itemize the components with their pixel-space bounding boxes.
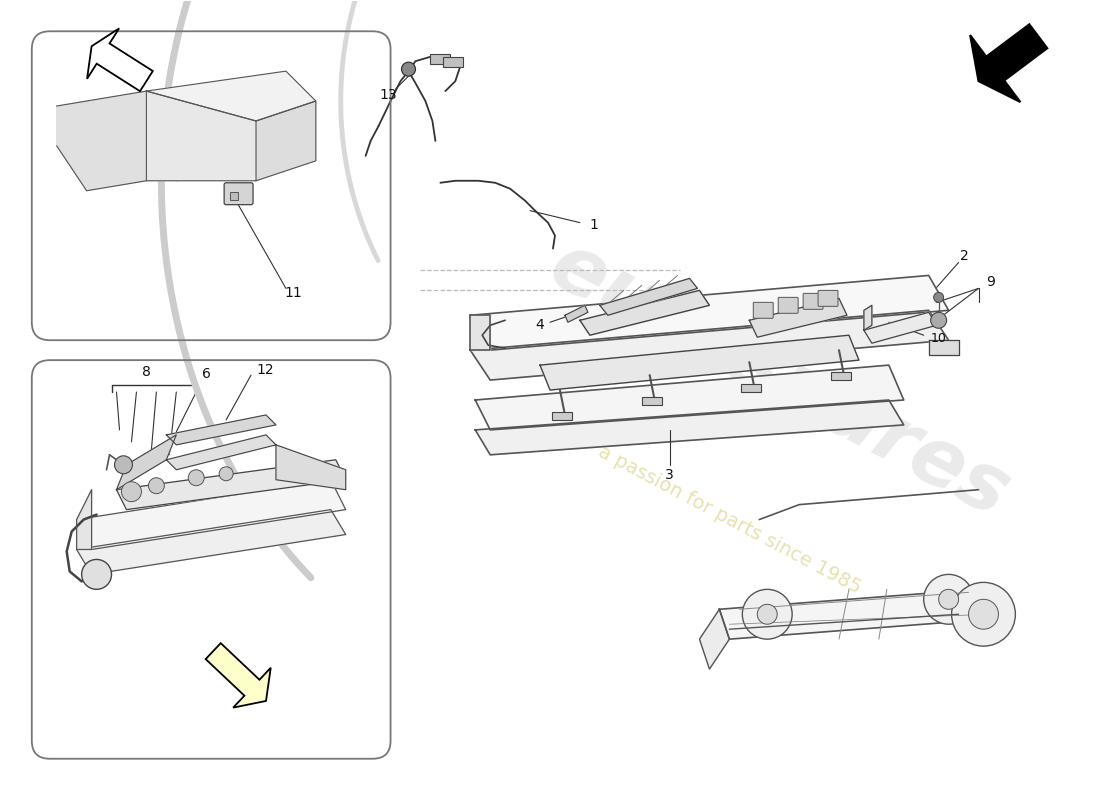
Polygon shape bbox=[117, 435, 176, 490]
Polygon shape bbox=[166, 415, 276, 445]
Circle shape bbox=[931, 312, 947, 328]
FancyBboxPatch shape bbox=[754, 302, 773, 318]
Polygon shape bbox=[600, 278, 697, 315]
Text: 1: 1 bbox=[590, 218, 598, 232]
Polygon shape bbox=[77, 510, 345, 574]
Bar bbox=[430, 54, 450, 64]
Text: 3: 3 bbox=[666, 468, 674, 482]
Circle shape bbox=[219, 466, 233, 481]
Polygon shape bbox=[256, 101, 316, 181]
Circle shape bbox=[938, 590, 958, 610]
Polygon shape bbox=[206, 643, 271, 708]
Bar bbox=[830, 372, 851, 380]
Polygon shape bbox=[475, 400, 904, 455]
Circle shape bbox=[121, 482, 142, 502]
Text: 9: 9 bbox=[986, 275, 994, 290]
Circle shape bbox=[402, 62, 416, 76]
Polygon shape bbox=[540, 335, 859, 390]
Text: 8: 8 bbox=[142, 365, 151, 379]
Bar bbox=[641, 397, 661, 405]
Polygon shape bbox=[276, 445, 345, 490]
Polygon shape bbox=[471, 315, 491, 350]
Polygon shape bbox=[565, 306, 587, 322]
Polygon shape bbox=[700, 610, 729, 669]
Polygon shape bbox=[57, 91, 146, 190]
Polygon shape bbox=[580, 290, 710, 335]
FancyBboxPatch shape bbox=[803, 294, 823, 310]
Bar bbox=[443, 57, 463, 67]
Text: 2: 2 bbox=[960, 249, 969, 262]
Polygon shape bbox=[749, 298, 847, 338]
Circle shape bbox=[114, 456, 132, 474]
Circle shape bbox=[757, 604, 778, 624]
Polygon shape bbox=[928, 340, 958, 355]
Circle shape bbox=[148, 478, 164, 494]
FancyBboxPatch shape bbox=[818, 290, 838, 306]
Polygon shape bbox=[166, 435, 276, 470]
Circle shape bbox=[81, 559, 111, 590]
Polygon shape bbox=[146, 91, 256, 181]
Polygon shape bbox=[87, 28, 153, 91]
Polygon shape bbox=[719, 590, 989, 639]
Text: 6: 6 bbox=[201, 367, 210, 381]
Text: 12: 12 bbox=[256, 363, 274, 377]
Circle shape bbox=[934, 292, 944, 302]
Polygon shape bbox=[117, 460, 345, 510]
Text: 13: 13 bbox=[379, 88, 397, 102]
Text: a passion for parts since 1985: a passion for parts since 1985 bbox=[595, 442, 864, 597]
Circle shape bbox=[188, 470, 205, 486]
Circle shape bbox=[742, 590, 792, 639]
Text: 11: 11 bbox=[284, 286, 301, 300]
Polygon shape bbox=[864, 306, 872, 330]
Text: 10: 10 bbox=[931, 332, 947, 345]
Polygon shape bbox=[77, 490, 91, 550]
Text: 4: 4 bbox=[536, 318, 544, 332]
Polygon shape bbox=[475, 365, 904, 430]
Bar bbox=[552, 412, 572, 420]
FancyBboxPatch shape bbox=[224, 182, 253, 205]
Polygon shape bbox=[471, 275, 948, 350]
Polygon shape bbox=[864, 312, 937, 343]
Bar bbox=[230, 192, 238, 200]
Polygon shape bbox=[471, 310, 948, 380]
Circle shape bbox=[968, 599, 999, 630]
Polygon shape bbox=[146, 71, 316, 121]
Bar bbox=[741, 384, 761, 392]
Polygon shape bbox=[970, 24, 1047, 102]
Polygon shape bbox=[77, 480, 345, 550]
FancyBboxPatch shape bbox=[778, 298, 799, 314]
Text: eurospares: eurospares bbox=[536, 226, 1022, 534]
Circle shape bbox=[952, 582, 1015, 646]
Circle shape bbox=[924, 574, 974, 624]
